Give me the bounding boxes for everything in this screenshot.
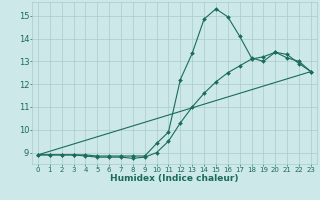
X-axis label: Humidex (Indice chaleur): Humidex (Indice chaleur) (110, 174, 239, 183)
